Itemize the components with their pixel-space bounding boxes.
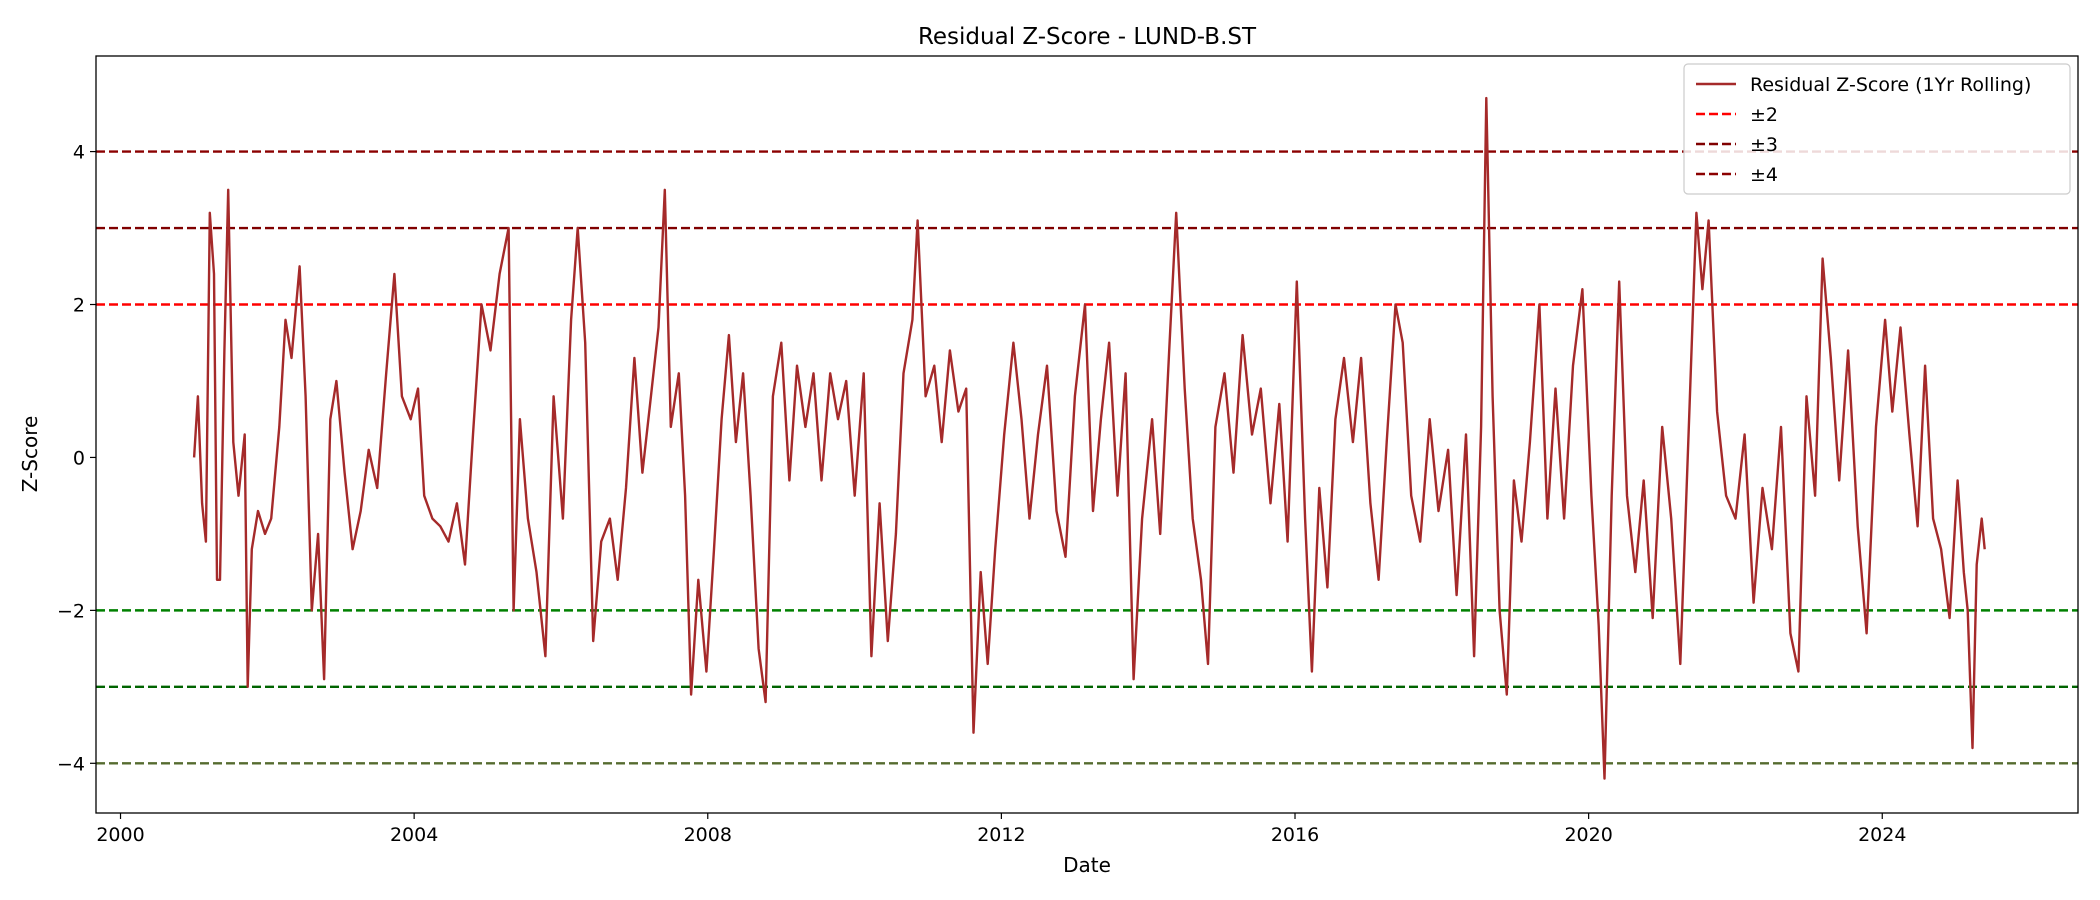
x-tick-label: 2004 [390,824,438,846]
y-tick-label: −4 [57,753,85,775]
chart-title: Residual Z-Score - LUND-B.ST [918,24,1257,50]
y-axis-label: Z-Score [18,416,42,493]
x-tick-label: 2020 [1564,824,1612,846]
x-tick-label: 2000 [96,824,144,846]
legend-box [1683,63,2071,195]
legend-entry-label: ±4 [1750,164,1778,186]
x-axis-label: Date [1063,853,1111,877]
legend-entry-label: ±2 [1750,104,1778,126]
x-tick-label: 2008 [684,824,732,846]
legend-entry-label: ±3 [1750,134,1778,156]
x-tick-label: 2012 [977,824,1025,846]
y-tick-label: −2 [57,600,85,622]
legend-entry-label: Residual Z-Score (1Yr Rolling) [1750,74,2031,96]
reference-lines [96,150,2078,765]
series-line [192,96,1986,780]
y-tick-label: 4 [73,142,85,164]
x-axis: 2000 2004 2008 2012 2016 2020 2024 [96,813,1906,846]
x-tick-label: 2024 [1858,824,1906,846]
series-layer [192,96,1986,780]
plot-area-frame [95,55,2079,814]
legend: Residual Z-Score (1Yr Rolling) ±2 ±3 ±4 [1683,63,2071,195]
y-axis: −4 −2 0 2 4 [57,142,96,775]
y-tick-label: 0 [73,447,85,469]
y-tick-label: 2 [73,295,85,317]
x-tick-label: 2016 [1271,824,1319,846]
